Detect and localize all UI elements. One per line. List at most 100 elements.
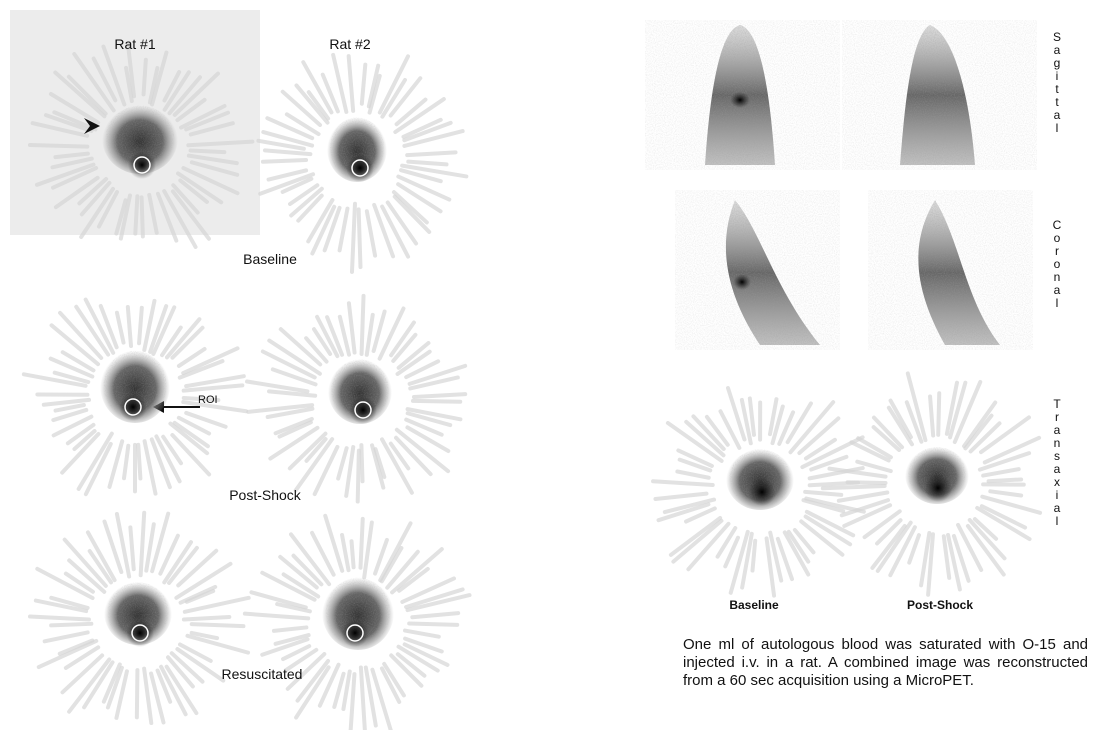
ray <box>101 662 122 704</box>
ray <box>651 479 715 488</box>
ray <box>358 665 367 730</box>
ray <box>91 56 118 103</box>
ray <box>359 62 368 106</box>
ray <box>162 69 182 103</box>
ray <box>312 327 333 356</box>
ray <box>364 312 375 357</box>
ray <box>788 400 836 455</box>
ray <box>261 130 315 148</box>
ray <box>405 407 463 422</box>
hotspot <box>730 92 750 108</box>
ray <box>66 74 108 116</box>
roi-circle <box>351 159 369 177</box>
ray <box>142 666 154 726</box>
ray <box>389 320 416 358</box>
ray <box>175 647 226 683</box>
ray <box>803 489 844 497</box>
ray <box>178 584 218 605</box>
ray <box>177 359 225 380</box>
ray <box>982 435 1042 465</box>
ray <box>349 201 357 274</box>
ray <box>188 121 235 137</box>
ray <box>57 638 95 656</box>
ray <box>380 437 414 495</box>
ray <box>349 539 356 570</box>
ray <box>770 404 785 446</box>
ray <box>379 546 404 584</box>
hotspot <box>349 396 377 424</box>
ray <box>273 416 314 436</box>
ray <box>340 532 351 573</box>
ray <box>184 374 246 389</box>
ray <box>715 526 738 559</box>
ray <box>79 180 112 217</box>
ray <box>718 409 742 450</box>
ray <box>839 498 891 518</box>
ray <box>273 633 311 646</box>
ray <box>782 530 811 577</box>
ray <box>65 422 96 446</box>
ray <box>72 52 116 113</box>
ray <box>98 303 119 350</box>
ray <box>49 323 101 367</box>
ray <box>786 529 811 564</box>
ray <box>260 637 310 657</box>
ray <box>400 576 456 604</box>
ray <box>184 110 230 132</box>
ray <box>407 363 468 386</box>
ray <box>346 301 357 355</box>
ray <box>363 665 378 728</box>
ray <box>404 587 465 610</box>
ray <box>888 525 917 578</box>
ray <box>164 664 199 716</box>
ray <box>150 511 171 574</box>
ray <box>189 160 240 177</box>
ray <box>963 413 994 451</box>
ray <box>170 325 205 360</box>
ray <box>178 178 209 204</box>
ray <box>49 595 90 610</box>
ray <box>981 467 1021 478</box>
ray <box>267 389 318 398</box>
ray <box>310 530 336 577</box>
hotspot <box>748 478 776 506</box>
ray <box>265 116 315 141</box>
ray <box>728 529 750 595</box>
ray <box>306 90 331 121</box>
ray <box>764 536 777 598</box>
ray <box>684 419 726 458</box>
column-label: Rat #1 <box>114 36 156 52</box>
ray <box>677 457 713 473</box>
ray <box>312 444 340 497</box>
ray <box>147 66 160 105</box>
ray <box>391 332 418 363</box>
activity-noise <box>103 350 167 420</box>
ray <box>63 571 95 594</box>
hotspot <box>733 274 751 290</box>
ray <box>801 498 846 514</box>
ray <box>691 414 726 451</box>
ray <box>331 52 349 114</box>
ray <box>36 638 99 670</box>
ray <box>388 76 423 118</box>
ray <box>278 554 319 590</box>
ray <box>144 522 156 573</box>
ray <box>294 665 331 720</box>
ray <box>385 200 419 246</box>
ray <box>367 73 382 115</box>
ray <box>96 190 119 229</box>
ray <box>980 494 1043 515</box>
ray <box>249 590 308 610</box>
ray <box>21 372 88 388</box>
ray <box>27 143 90 149</box>
ray <box>134 668 140 720</box>
ray <box>393 97 446 135</box>
ray <box>951 533 971 583</box>
column-label: Post-Shock <box>906 598 974 612</box>
ray <box>332 671 346 709</box>
ray <box>325 315 345 357</box>
ray <box>377 54 411 115</box>
ray <box>862 509 902 540</box>
ray <box>871 425 902 452</box>
images <box>10 10 1043 730</box>
